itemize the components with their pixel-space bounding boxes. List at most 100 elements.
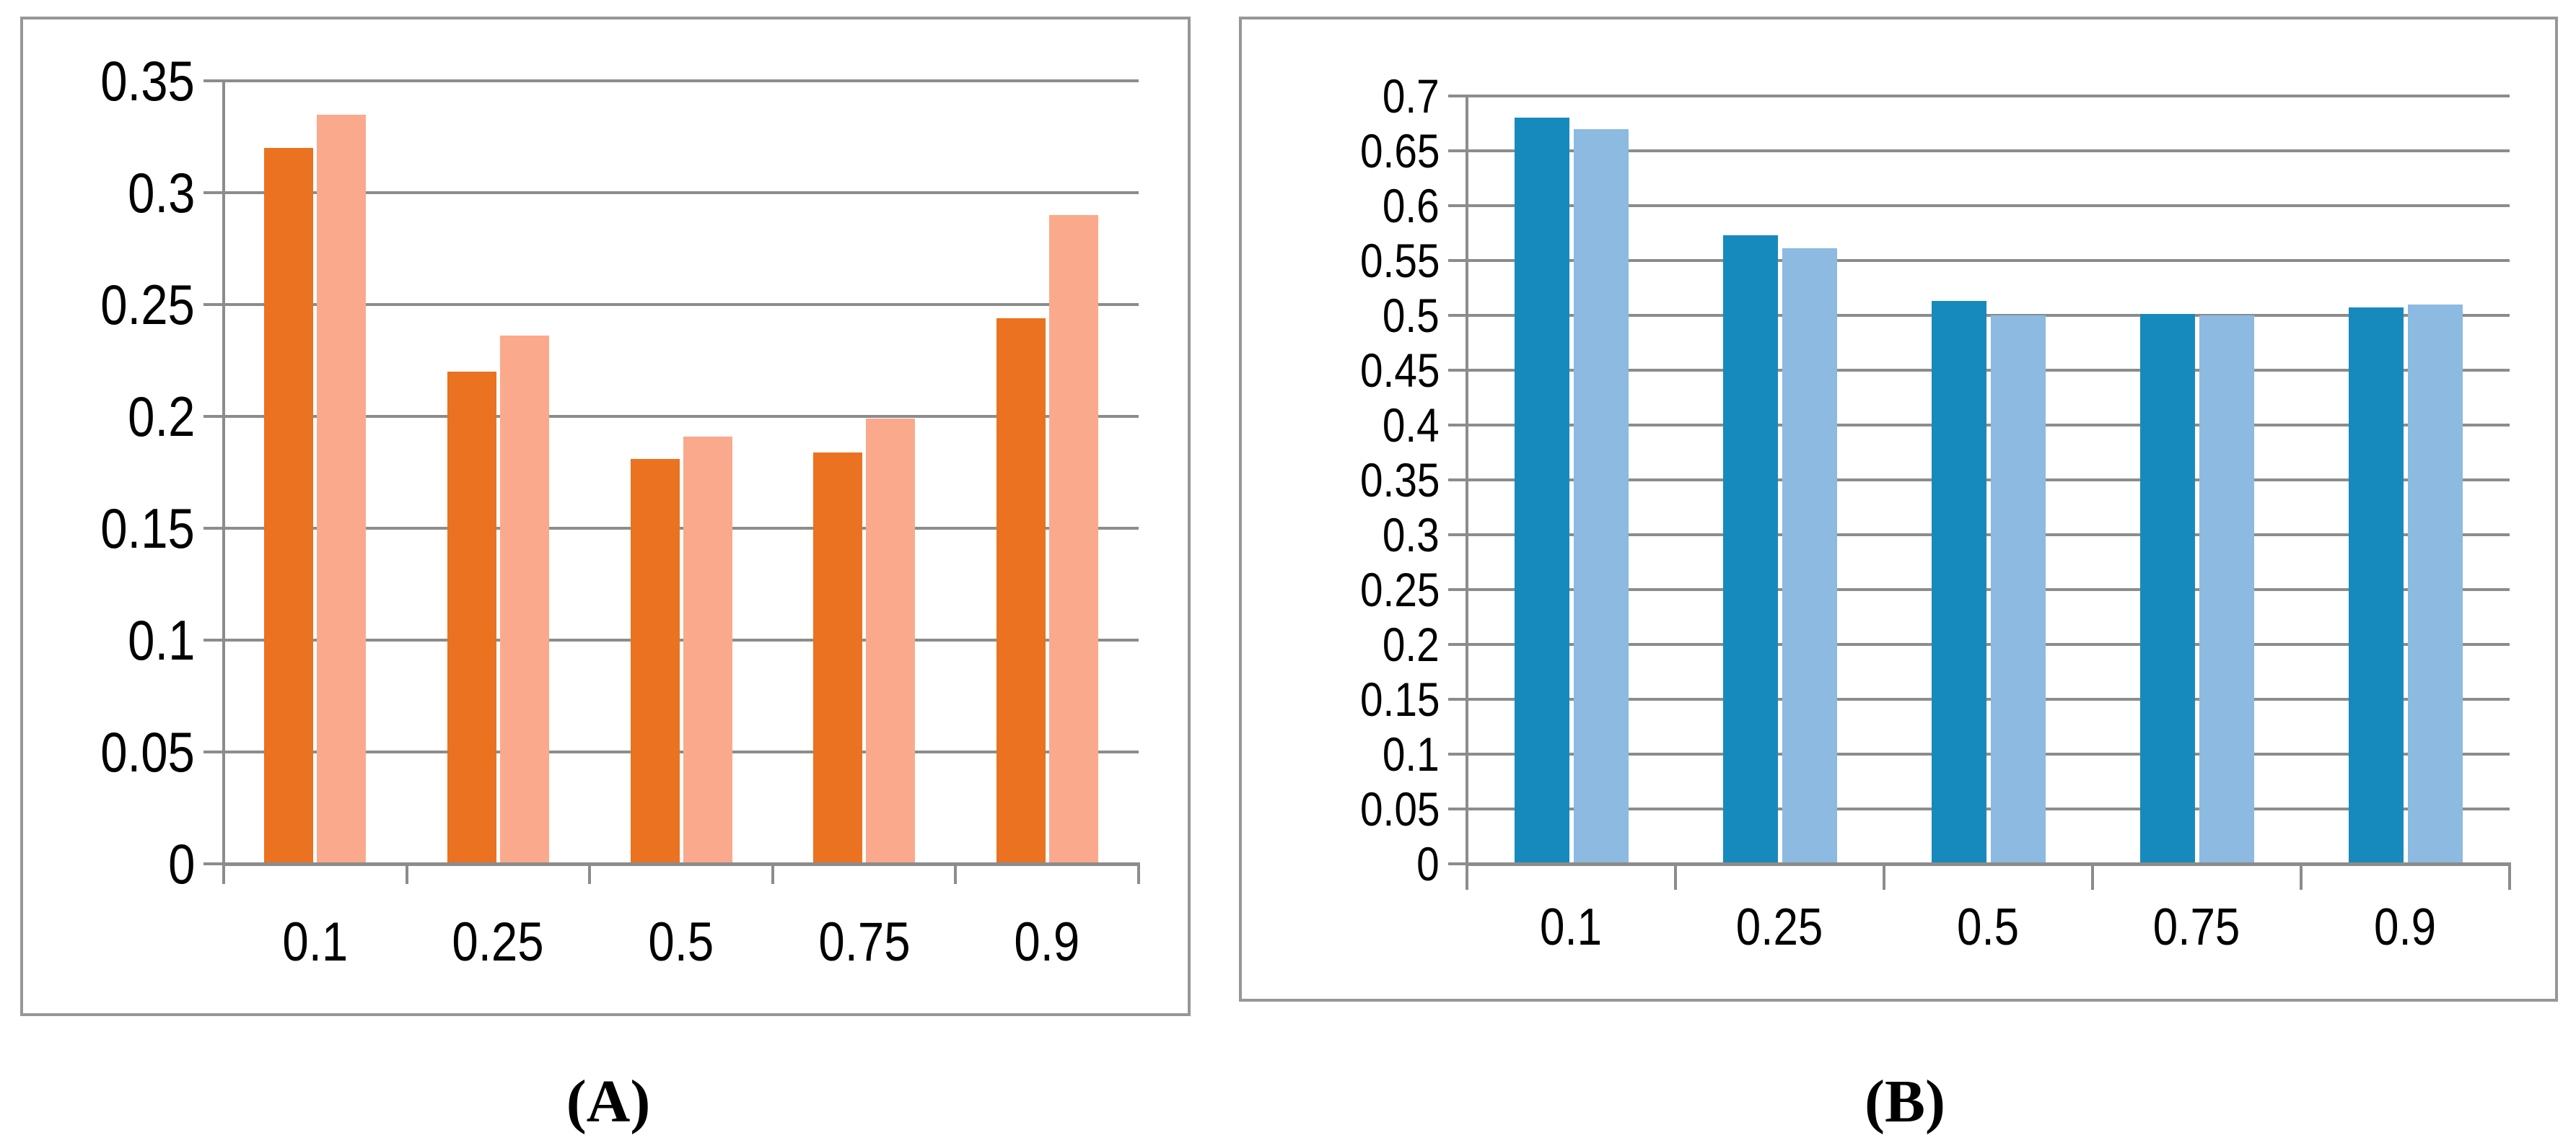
y-axis-tick xyxy=(1448,478,1467,481)
y-tick-label: 0.3 xyxy=(1242,507,1440,562)
x-tick-label-text: 0.25 xyxy=(1736,898,1823,956)
gridline xyxy=(1467,478,2510,481)
y-tick-label-text: 0.4 xyxy=(1383,398,1440,452)
y-axis-tick xyxy=(1448,862,1467,865)
bar-series1-cat0.9 xyxy=(2348,307,2404,864)
y-tick-label: 0 xyxy=(1242,836,1440,891)
gridline xyxy=(224,751,1139,753)
y-tick-label-text: 0.6 xyxy=(1383,179,1440,232)
y-tick-label-text: 0.15 xyxy=(100,497,195,560)
y-axis-tick xyxy=(1448,698,1467,701)
y-tick-label-text: 0.2 xyxy=(127,385,195,448)
x-tick-label: 0.9 xyxy=(2301,898,2510,958)
y-axis-tick xyxy=(1448,314,1467,317)
bar-series2-cat0.75 xyxy=(866,419,916,864)
chart-a-plot-area: 0.35 0.3 0.25 0.2 0.15 0.1 0.05 0 0.1 0.25 0.5 0.75… xyxy=(23,19,1188,1013)
y-tick-label: 0 xyxy=(23,831,195,896)
bar-series1-cat0.1 xyxy=(1514,118,1569,864)
x-tick-label-text: 0.5 xyxy=(1957,898,2020,956)
bar-series1-cat0.25 xyxy=(1722,235,1778,864)
x-tick-label-text: 0.75 xyxy=(818,911,911,973)
y-axis-line xyxy=(1466,96,1468,865)
x-tick-label-text: 0.1 xyxy=(282,911,349,973)
y-tick-label-text: 0.7 xyxy=(1383,69,1440,123)
y-tick-label-text: 0.3 xyxy=(1383,508,1440,561)
y-tick-label: 0.1 xyxy=(1242,727,1440,782)
gridline xyxy=(1467,698,2510,701)
x-axis-tick xyxy=(2091,862,2094,890)
x-axis-line xyxy=(224,862,1139,866)
bar-series1-cat0.5 xyxy=(1931,301,1986,864)
panel-caption-a: (A) xyxy=(566,1068,651,1135)
x-tick-label-text: 0.1 xyxy=(1540,898,1603,956)
x-axis-tick xyxy=(405,862,408,884)
y-tick-label-text: 0.1 xyxy=(127,608,195,672)
y-tick-label: 0.2 xyxy=(1242,617,1440,672)
y-axis-tick xyxy=(1448,95,1467,97)
y-tick-label: 0.55 xyxy=(1242,233,1440,288)
x-tick-label-text: 0.5 xyxy=(648,911,714,973)
x-axis-line xyxy=(1467,862,2510,866)
bar-series1-cat0.25 xyxy=(447,372,496,864)
y-tick-label-text: 0.05 xyxy=(1359,782,1440,836)
y-axis-tick xyxy=(1448,643,1467,646)
gridline xyxy=(224,639,1139,642)
y-axis-tick xyxy=(1448,259,1467,262)
y-tick-label: 0.15 xyxy=(23,496,195,561)
bar-series2-cat0.1 xyxy=(317,114,367,864)
y-tick-label: 0.25 xyxy=(23,272,195,337)
x-tick-label: 0.25 xyxy=(407,911,590,974)
y-tick-label: 0.35 xyxy=(23,48,195,113)
bar-series1-cat0.75 xyxy=(813,452,863,864)
y-tick-label: 0.4 xyxy=(1242,398,1440,452)
bar-series2-cat0.5 xyxy=(683,436,732,864)
gridline xyxy=(224,527,1139,530)
y-tick-label-text: 0.35 xyxy=(1359,453,1440,507)
y-tick-label: 0.35 xyxy=(1242,452,1440,507)
bar-series2-cat0.9 xyxy=(1048,215,1098,864)
bar-series2-cat0.25 xyxy=(499,336,549,864)
bar-series2-cat0.75 xyxy=(2199,315,2254,864)
x-tick-label: 0.1 xyxy=(224,911,407,974)
y-tick-label-text: 0.3 xyxy=(127,161,195,224)
x-tick-label: 0.5 xyxy=(590,911,773,974)
y-tick-label-text: 0.2 xyxy=(1383,618,1440,671)
y-tick-label: 0.3 xyxy=(23,160,195,225)
x-tick-label: 0.5 xyxy=(1884,898,2093,958)
y-axis-tick xyxy=(203,527,224,530)
x-tick-label-text: 0.9 xyxy=(2374,898,2437,956)
chart-panel-b: 0.7 0.65 0.6 0.55 0.5 0.45 0.4 0.35 0.3 0.25 0.2 0.… xyxy=(1239,17,2558,1002)
y-axis-tick xyxy=(1448,808,1467,810)
gridline xyxy=(1467,533,2510,536)
bar-series2-cat0.1 xyxy=(1573,128,1629,864)
y-tick-label-text: 0.45 xyxy=(1359,344,1440,397)
x-axis-tick xyxy=(954,862,958,884)
y-tick-label-text: 0.5 xyxy=(1383,289,1440,342)
x-tick-label-text: 0.75 xyxy=(2153,898,2240,956)
x-axis-tick xyxy=(1137,862,1140,884)
gridline xyxy=(224,79,1139,82)
y-axis-tick xyxy=(1448,149,1467,152)
bar-series1-cat0.1 xyxy=(264,148,314,864)
y-axis-tick xyxy=(1448,204,1467,207)
gridline xyxy=(224,303,1139,306)
y-tick-label-text: 0.1 xyxy=(1383,727,1440,781)
gridline xyxy=(1467,753,2510,756)
x-tick-label: 0.75 xyxy=(2093,898,2301,958)
x-axis-tick xyxy=(771,862,774,884)
gridline xyxy=(1467,149,2510,152)
y-tick-label: 0.15 xyxy=(1242,672,1440,727)
x-tick-label: 0.9 xyxy=(955,911,1139,974)
y-axis-tick xyxy=(1448,369,1467,372)
gridline xyxy=(1467,424,2510,427)
x-tick-label: 0.1 xyxy=(1467,898,1675,958)
x-axis-tick xyxy=(1883,862,1885,890)
y-axis-tick xyxy=(1448,533,1467,536)
gridline xyxy=(1467,259,2510,262)
chart-b-plot-area: 0.7 0.65 0.6 0.55 0.5 0.45 0.4 0.35 0.3 0.25 0.2 0.… xyxy=(1242,19,2555,999)
y-tick-label: 0.5 xyxy=(1242,288,1440,343)
y-axis-line xyxy=(222,81,225,865)
y-axis-tick xyxy=(203,751,224,753)
y-tick-label-text: 0.35 xyxy=(100,49,195,113)
gridline xyxy=(1467,808,2510,810)
